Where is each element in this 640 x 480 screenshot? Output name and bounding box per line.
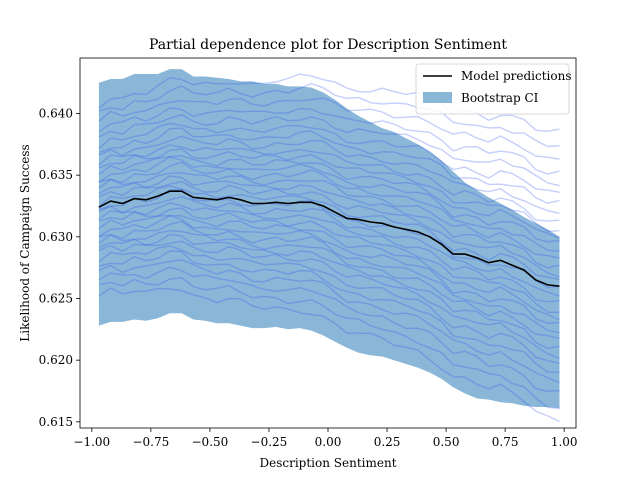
bootstrap-line (98, 185, 560, 281)
x-tick-label: 1.00 (551, 435, 578, 449)
bootstrap-line (98, 122, 560, 193)
x-tick-label: 0.00 (315, 435, 342, 449)
bootstrap-line (98, 287, 560, 423)
bootstrap-line (98, 233, 560, 350)
bootstrap-line (98, 135, 560, 215)
chart-title: Partial dependence plot for Description … (149, 37, 507, 53)
bootstrap-lines (98, 73, 560, 423)
y-axis-title: Likelihood of Campaign Success (18, 144, 32, 341)
y-axis: 0.615 0.620 0.625 0.630 0.635 0.640 (39, 107, 80, 429)
bootstrap-line (98, 156, 560, 243)
x-axis-title: Description Sentiment (259, 456, 396, 470)
bootstrap-line (98, 259, 560, 384)
legend-ci-swatch (423, 92, 452, 103)
x-tick-label: −1.00 (73, 435, 110, 449)
bootstrap-line (98, 214, 560, 324)
bootstrap-line (98, 189, 560, 289)
legend-ci-label: Bootstrap CI (461, 91, 539, 105)
x-tick-label: −0.75 (132, 435, 169, 449)
y-tick-label: 0.630 (39, 230, 73, 244)
y-tick-label: 0.640 (39, 107, 73, 121)
bootstrap-line (98, 214, 560, 321)
bootstrap-line (98, 195, 560, 297)
legend-model-label: Model predictions (461, 69, 571, 83)
x-tick-label: −0.25 (251, 435, 288, 449)
bootstrap-line (98, 229, 560, 340)
legend: Model predictions Bootstrap CI (415, 63, 571, 115)
bootstrap-line (98, 202, 560, 303)
bootstrap-line (98, 276, 560, 410)
bootstrap-line (98, 161, 560, 252)
bootstrap-line (98, 73, 560, 133)
x-tick-label: −0.50 (192, 435, 229, 449)
bootstrap-line (98, 107, 560, 175)
x-tick-label: 0.50 (433, 435, 460, 449)
bootstrap-line (98, 155, 560, 239)
bootstrap-line (98, 266, 560, 393)
bootstrap-ci-band (98, 69, 560, 409)
bootstrap-line (98, 148, 560, 233)
x-tick-label: 0.75 (492, 435, 519, 449)
bootstrap-line (98, 250, 560, 373)
legend-box (415, 63, 570, 115)
bootstrap-line (98, 97, 560, 160)
bootstrap-line (98, 240, 560, 359)
y-tick-label: 0.620 (39, 353, 73, 367)
bootstrap-line (98, 144, 560, 222)
bootstrap-line (98, 114, 560, 187)
bootstrap-line (98, 175, 560, 269)
bootstrap-line (98, 180, 560, 278)
bootstrap-line (98, 220, 560, 334)
plot-area (98, 69, 560, 423)
y-tick-label: 0.635 (39, 168, 73, 182)
bootstrap-line (98, 82, 560, 148)
model-predictions-line (98, 190, 560, 287)
bootstrap-line (98, 245, 560, 364)
bootstrap-line (98, 207, 560, 313)
y-tick-label: 0.615 (39, 415, 73, 429)
x-axis: −1.00 −0.75 −0.50 −0.25 0.00 0.25 0.50 0.75 1.00 (73, 428, 578, 449)
bootstrap-line (98, 127, 560, 204)
y-tick-label: 0.625 (39, 292, 73, 306)
bootstrap-line (98, 172, 560, 259)
x-tick-label: 0.25 (374, 435, 401, 449)
